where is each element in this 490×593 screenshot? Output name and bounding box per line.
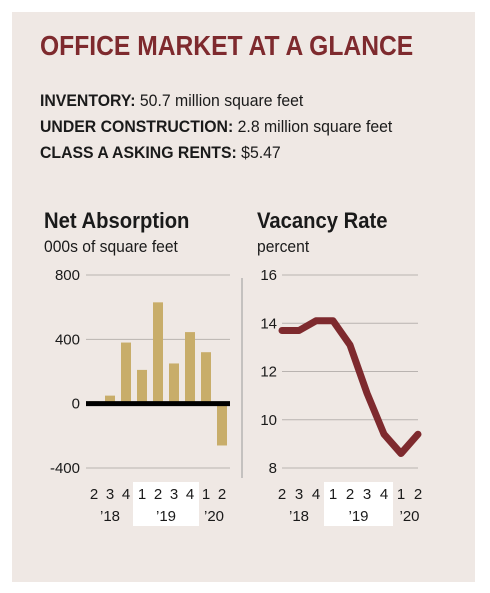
vacancy-rate-point [400,452,402,455]
net-absorption-y-tick-label: 0 [72,396,80,413]
vacancy-rate-x-tick-label: 2 [346,486,354,503]
net-absorption-bar [121,342,131,404]
net-absorption-year-label: ’20 [204,508,224,525]
net-absorption-y-tick-label: 400 [55,331,80,348]
net-absorption-y-tick-label: -400 [50,460,80,477]
stat-label: INVENTORY: [40,91,136,110]
net-absorption-bar [185,332,195,404]
stat-value: $5.47 [241,143,281,162]
vacancy-rate-point [349,343,351,346]
net-absorption-x-tick-label: 3 [106,486,114,503]
net-absorption-x-tick-label: 3 [170,486,178,503]
vacancy-rate-year-highlight [324,482,393,526]
net-absorption-x-tick-label: 1 [202,486,210,503]
vacancy-rate-y-tick-label: 10 [260,412,277,429]
vacancy-rate-year-label: ’18 [289,508,309,525]
net-absorption-bar [153,302,163,404]
stat-inventory: INVENTORY: 50.7 million square feet [40,88,392,114]
stat-under-construction: UNDER CONSTRUCTION: 2.8 million square f… [40,114,392,140]
net-absorption-title: Net Absorption [44,208,190,233]
stat-class-a-rents: CLASS A ASKING RENTS: $5.47 [40,140,392,166]
net-absorption-year-highlight [133,482,199,526]
vacancy-rate-x-tick-label: 1 [397,486,405,503]
net-absorption-bar [137,369,147,404]
vacancy-rate-x-tick-label: 3 [363,486,371,503]
net-absorption-x-tick-label: 4 [186,486,194,503]
net-absorption-x-tick-label: 2 [154,486,162,503]
vacancy-rate-point [383,433,385,436]
net-absorption-bar [105,395,115,404]
net-absorption-x-tick-label: 2 [90,486,98,503]
net-absorption-y-tick-label: 800 [55,267,80,284]
vacancy-rate-y-tick-label: 16 [260,267,277,284]
net-absorption-x-tick-label: 2 [218,486,226,503]
vacancy-rate-y-tick-label: 12 [260,364,277,381]
stats-block: INVENTORY: 50.7 million square feet UNDE… [40,88,419,166]
vacancy-rate-y-tick-label: 14 [260,315,277,332]
vacancy-rate-point [332,319,334,322]
net-absorption-x-tick-label: 4 [122,486,130,503]
net-absorption-bar [217,403,227,446]
net-absorption-x-tick-label: 1 [138,486,146,503]
stat-label: CLASS A ASKING RENTS: [40,143,237,162]
vacancy-rate-x-tick-label: 4 [312,486,320,503]
stat-value: 2.8 million square feet [237,117,393,136]
infographic-card [12,12,475,582]
net-absorption-subtitle: 000s of square feet [44,237,178,256]
vacancy-rate-point [366,392,368,395]
net-absorption-year-label: ’18 [100,508,120,525]
vacancy-rate-year-label: ’19 [348,508,368,525]
vacancy-rate-x-tick-label: 2 [278,486,286,503]
vacancy-rate-x-tick-label: 3 [295,486,303,503]
net-absorption-bar [169,363,179,404]
stat-value: 50.7 million square feet [139,91,304,110]
page-title: OFFICE MARKET AT A GLANCE [40,30,414,61]
vacancy-rate-y-tick-label: 8 [269,460,277,477]
vacancy-rate-point [417,433,419,436]
vacancy-rate-point [281,329,283,332]
vacancy-rate-x-tick-label: 4 [380,486,388,503]
vacancy-rate-series-line [278,317,422,457]
vacancy-rate-x-tick-label: 2 [414,486,422,503]
net-absorption-bar [201,352,211,404]
vacancy-rate-year-label: ’20 [399,508,419,525]
vacancy-rate-subtitle: percent [257,237,310,256]
vacancy-rate-title: Vacancy Rate [257,208,388,233]
vacancy-rate-point [298,329,300,332]
stat-label: UNDER CONSTRUCTION: [40,117,234,136]
vacancy-rate-point [315,319,317,322]
net-absorption-year-label: ’19 [156,508,176,525]
vacancy-rate-x-tick-label: 1 [329,486,337,503]
